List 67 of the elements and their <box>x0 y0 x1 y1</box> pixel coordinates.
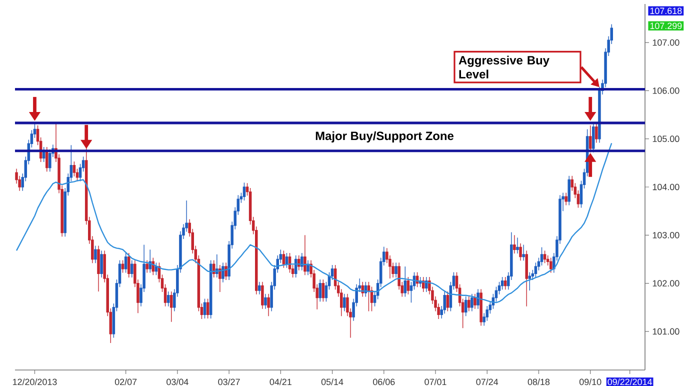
text: 107.618 <box>650 8 682 14</box>
x-tick-label: 03/04 <box>166 378 188 386</box>
candlestick <box>304 234 306 276</box>
candlestick <box>46 146 48 172</box>
candlestick <box>476 288 480 310</box>
candlestick <box>404 266 407 298</box>
x-tick-label: 05/14 <box>321 378 344 386</box>
ref-line-label: Aggressive Buy Level <box>458 56 550 78</box>
candlestick <box>480 288 482 326</box>
y-tick-label: 106.00 <box>652 88 680 94</box>
y-tick-label: 102.00 <box>652 280 680 286</box>
candlestick <box>543 250 546 264</box>
x-tick-label: 09/10 <box>579 378 602 386</box>
candlestick <box>121 260 124 274</box>
candlestick <box>298 255 300 271</box>
candlestick <box>264 294 267 310</box>
candlestick <box>258 282 261 295</box>
candlestick <box>218 264 222 292</box>
candlestick <box>550 257 552 274</box>
candlestick <box>343 294 346 312</box>
candlestick <box>464 296 468 316</box>
candlestick <box>97 245 100 292</box>
candlestick <box>394 262 398 278</box>
x-tick-label: 02/07 <box>114 378 137 386</box>
candlestick <box>443 291 446 314</box>
y-tick-label: 103.00 <box>652 232 680 238</box>
candlestick <box>100 250 103 278</box>
y-tick-label: 104.00 <box>652 184 680 190</box>
candlestick <box>504 276 507 290</box>
candlestick <box>474 294 476 310</box>
y-tick-label: 107.00 <box>652 39 680 46</box>
candlestick <box>146 260 148 274</box>
y-tick-label: 105.00 <box>652 136 680 142</box>
x-tick-label: 07/01 <box>424 378 446 386</box>
candlestick <box>564 192 568 206</box>
x-tick-label: 08/18 <box>528 378 550 386</box>
candlestick <box>528 272 532 291</box>
candlestick <box>261 282 264 310</box>
candlestick <box>595 122 598 144</box>
candlestick <box>130 260 134 278</box>
candlestick <box>486 306 489 322</box>
candlestick <box>470 294 474 312</box>
candlestick <box>267 294 270 316</box>
candlestick <box>519 242 522 262</box>
candlestick <box>94 245 97 264</box>
x-tick-label: 04/21 <box>270 378 292 386</box>
x-tick-label: 07/24 <box>476 378 498 386</box>
candlestick <box>516 237 519 254</box>
candlestick <box>592 122 595 153</box>
x-tick-label: 12/20/2013 <box>12 378 57 386</box>
candlestick <box>306 260 310 276</box>
candlestick <box>468 296 470 312</box>
candlestick <box>513 234 516 254</box>
candlestick <box>224 262 228 280</box>
annotation: Major Buy/Support Zone <box>316 131 454 142</box>
candlestick <box>222 262 224 283</box>
candlestick <box>522 244 525 262</box>
x-tick-label: 06/06 <box>373 378 395 386</box>
candlestick <box>367 282 370 312</box>
candlestick <box>148 249 152 274</box>
x-tick-label: 09/22/2014 <box>608 378 652 386</box>
candlestick <box>568 176 570 206</box>
text: 107.299 <box>650 22 682 30</box>
candlestick <box>525 250 528 307</box>
x-tick-label: 03/27 <box>218 378 240 386</box>
y-tick-label: 101.00 <box>652 328 680 335</box>
candlestick <box>300 252 304 271</box>
